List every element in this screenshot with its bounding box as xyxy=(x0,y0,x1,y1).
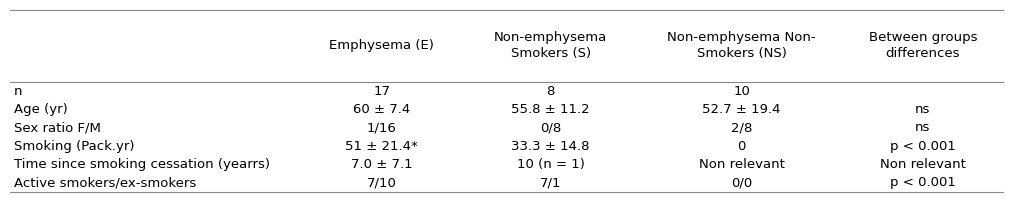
Text: 33.3 ± 14.8: 33.3 ± 14.8 xyxy=(511,140,590,153)
Text: p < 0.001: p < 0.001 xyxy=(890,177,956,189)
Text: 52.7 ± 19.4: 52.7 ± 19.4 xyxy=(703,103,781,116)
Text: Active smokers/ex-smokers: Active smokers/ex-smokers xyxy=(14,177,197,189)
Text: Non relevant: Non relevant xyxy=(699,158,785,171)
Text: p < 0.001: p < 0.001 xyxy=(890,140,956,153)
Text: Non-emphysema Non-
Smokers (NS): Non-emphysema Non- Smokers (NS) xyxy=(667,32,816,60)
Text: 7/10: 7/10 xyxy=(367,177,396,189)
Text: 10: 10 xyxy=(733,85,750,98)
Text: Sex ratio F/M: Sex ratio F/M xyxy=(14,121,101,134)
Text: ns: ns xyxy=(916,121,931,134)
Text: 10 (n = 1): 10 (n = 1) xyxy=(517,158,585,171)
Text: 17: 17 xyxy=(373,85,390,98)
Text: 7.0 ± 7.1: 7.0 ± 7.1 xyxy=(351,158,413,171)
Text: Non-emphysema
Smokers (S): Non-emphysema Smokers (S) xyxy=(494,32,607,60)
Text: Time since smoking cessation (yearrs): Time since smoking cessation (yearrs) xyxy=(14,158,270,171)
Text: Non relevant: Non relevant xyxy=(880,158,965,171)
Text: ns: ns xyxy=(916,103,931,116)
Text: Emphysema (E): Emphysema (E) xyxy=(330,39,434,53)
Text: 51 ± 21.4*: 51 ± 21.4* xyxy=(346,140,418,153)
Text: 7/1: 7/1 xyxy=(540,177,562,189)
Text: Age (yr): Age (yr) xyxy=(14,103,68,116)
Text: 1/16: 1/16 xyxy=(367,121,396,134)
Text: 2/8: 2/8 xyxy=(731,121,752,134)
Text: 60 ± 7.4: 60 ± 7.4 xyxy=(353,103,411,116)
Text: 0/8: 0/8 xyxy=(540,121,562,134)
Text: 0: 0 xyxy=(737,140,745,153)
Text: Smoking (Pack.yr): Smoking (Pack.yr) xyxy=(14,140,135,153)
Text: 55.8 ± 11.2: 55.8 ± 11.2 xyxy=(511,103,590,116)
Text: n: n xyxy=(14,85,22,98)
Text: 0/0: 0/0 xyxy=(731,177,752,189)
Text: Between groups
differences: Between groups differences xyxy=(869,32,977,60)
Text: 8: 8 xyxy=(547,85,555,98)
